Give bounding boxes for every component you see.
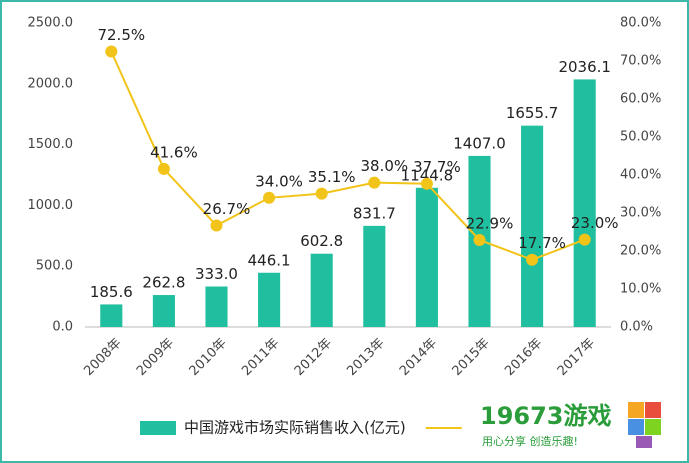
line	[110, 51, 586, 261]
line-value-label: 34.0%	[255, 172, 303, 190]
bar-value-label: 262.8	[142, 274, 185, 292]
bar	[205, 286, 228, 327]
bar-value-label: 333.0	[195, 265, 238, 283]
line-value-label: 26.7%	[203, 200, 251, 218]
line-point	[105, 45, 118, 58]
line-value-label: 37.7%	[413, 158, 461, 176]
line-value-label: 38.0%	[360, 157, 408, 175]
y2-tick-label: 70.0%	[620, 54, 661, 69]
bar-value-label: 2036.1	[558, 58, 611, 76]
bar-value-label: 446.1	[248, 251, 291, 269]
bar-value-label: 1407.0	[453, 134, 506, 152]
y2-tick-label: 40.0%	[620, 168, 661, 183]
watermark: 19673游戏 用心分享 创造乐趣!	[480, 402, 661, 448]
y2-tick-label: 50.0%	[620, 130, 661, 145]
y2-tick-label: 0.0%	[620, 320, 653, 335]
x-tick-label: 2010年	[187, 336, 230, 379]
line-point	[210, 219, 223, 232]
bar	[521, 125, 544, 328]
y2-tick-label: 10.0%	[620, 282, 661, 297]
line-value-label: 41.6%	[150, 143, 198, 161]
y2-tick-label: 60.0%	[620, 92, 661, 107]
bar	[415, 187, 438, 327]
logo-cube	[628, 402, 661, 448]
bar	[152, 295, 175, 327]
line-point	[315, 187, 328, 200]
y-tick-label: 1000.0	[28, 198, 74, 213]
bar	[363, 225, 386, 327]
x-tick-label: 2014年	[397, 336, 440, 379]
x-tick-label: 2008年	[81, 336, 124, 379]
legend-label: 中国游戏市场实际销售收入(亿元)	[184, 419, 406, 437]
x-tick-label: 2017年	[555, 336, 598, 379]
bar-value-label: 185.6	[90, 283, 133, 301]
line-value-label: 23.0%	[571, 214, 619, 232]
line-point	[157, 162, 170, 175]
y2-tick-label: 30.0%	[620, 206, 661, 221]
x-tick-label: 2011年	[239, 336, 282, 379]
line-point	[420, 177, 433, 190]
line-point	[263, 191, 276, 204]
x-tick-label: 2009年	[134, 336, 177, 379]
y-tick-label: 2000.0	[28, 76, 74, 91]
bar-value-label: 1144.8	[401, 166, 454, 184]
y2-tick-label: 80.0%	[620, 16, 661, 31]
x-tick-label: 2013年	[344, 336, 387, 379]
line-point	[473, 233, 486, 246]
x-tick-label: 2012年	[292, 336, 335, 379]
x-tick-label: 2015年	[450, 336, 493, 379]
bar	[310, 253, 333, 327]
bar	[258, 272, 281, 327]
line-value-label: 17.7%	[518, 234, 566, 252]
line-value-label: 72.5%	[97, 26, 145, 44]
line-value-label: 35.1%	[308, 168, 356, 186]
bar-value-label: 831.7	[353, 204, 396, 222]
watermark-slogan: 用心分享 创造乐趣!	[482, 434, 578, 448]
y2-tick-label: 20.0%	[620, 244, 661, 259]
y-tick-label: 0.0	[52, 320, 73, 335]
line-point	[578, 233, 591, 246]
y-tick-label: 500.0	[36, 259, 73, 274]
bar	[573, 79, 596, 327]
bar-value-label: 1655.7	[506, 104, 559, 122]
bar-value-label: 602.8	[300, 232, 343, 250]
watermark-title: 19673游戏	[480, 402, 612, 430]
legend-swatch	[140, 421, 176, 435]
line-point	[368, 176, 381, 189]
y-tick-label: 1500.0	[28, 137, 74, 152]
x-tick-label: 2016年	[502, 336, 545, 379]
line-point	[526, 253, 539, 266]
bar	[100, 304, 123, 327]
line-value-label: 22.9%	[466, 214, 514, 232]
y-tick-label: 2500.0	[28, 16, 74, 31]
